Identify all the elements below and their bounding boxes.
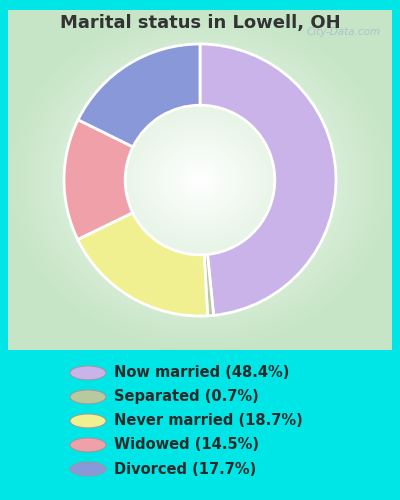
Text: Marital status in Lowell, OH: Marital status in Lowell, OH [60,14,340,32]
Circle shape [70,438,106,452]
Circle shape [70,462,106,476]
Wedge shape [78,212,208,316]
Text: Widowed (14.5%): Widowed (14.5%) [114,438,259,452]
Text: Never married (18.7%): Never married (18.7%) [114,414,303,428]
Wedge shape [78,44,200,147]
Text: City-Data.com: City-Data.com [306,27,380,37]
Wedge shape [204,254,214,316]
Text: Separated (0.7%): Separated (0.7%) [114,390,259,404]
Wedge shape [200,44,336,316]
Wedge shape [64,120,133,240]
Circle shape [70,390,106,404]
Text: Now married (48.4%): Now married (48.4%) [114,366,289,380]
Circle shape [70,366,106,380]
Circle shape [70,414,106,428]
Text: Divorced (17.7%): Divorced (17.7%) [114,462,256,476]
